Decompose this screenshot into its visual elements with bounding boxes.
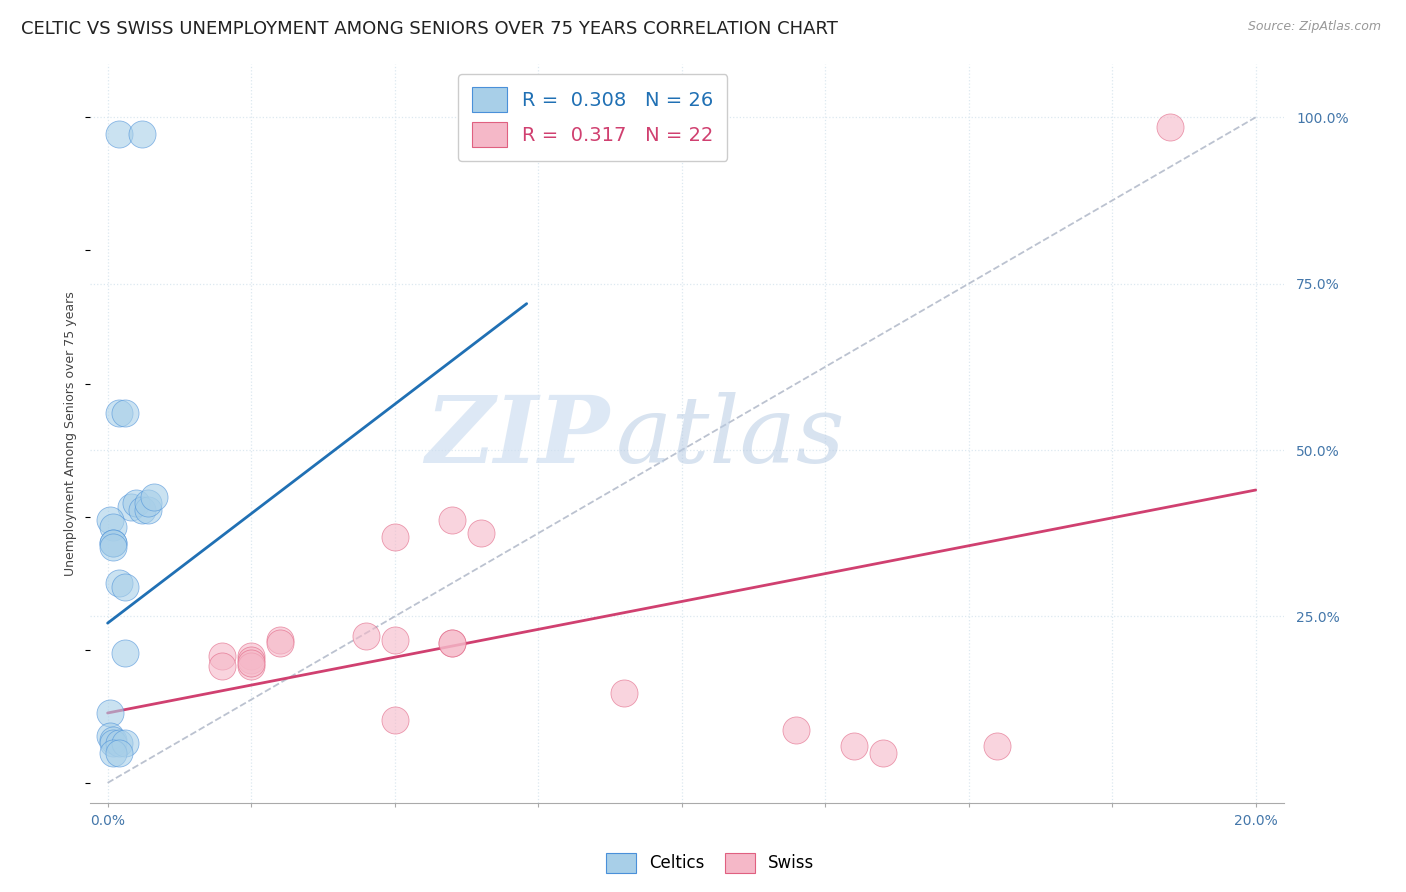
Point xyxy=(136,496,159,510)
Point xyxy=(114,646,136,660)
Point xyxy=(108,127,131,141)
Point xyxy=(108,736,131,750)
Point xyxy=(131,503,153,517)
Point xyxy=(114,407,136,421)
Point xyxy=(114,580,136,594)
Point xyxy=(240,659,263,673)
Point xyxy=(103,540,125,554)
Point xyxy=(131,127,153,141)
Point xyxy=(108,746,131,760)
Y-axis label: Unemployment Among Seniors over 75 years: Unemployment Among Seniors over 75 years xyxy=(65,291,77,576)
Point xyxy=(872,746,894,760)
Point xyxy=(211,649,233,664)
Point xyxy=(120,500,142,514)
Point xyxy=(354,629,377,643)
Point xyxy=(103,536,125,550)
Point xyxy=(103,519,125,533)
Point xyxy=(441,636,464,650)
Legend: Celtics, Swiss: Celtics, Swiss xyxy=(599,847,821,880)
Legend: R =  0.308   N = 26, R =  0.317   N = 22: R = 0.308 N = 26, R = 0.317 N = 22 xyxy=(458,74,727,161)
Point xyxy=(103,746,125,760)
Point xyxy=(125,496,148,510)
Point xyxy=(211,659,233,673)
Text: Source: ZipAtlas.com: Source: ZipAtlas.com xyxy=(1247,20,1381,33)
Point xyxy=(470,526,492,541)
Text: CELTIC VS SWISS UNEMPLOYMENT AMONG SENIORS OVER 75 YEARS CORRELATION CHART: CELTIC VS SWISS UNEMPLOYMENT AMONG SENIO… xyxy=(21,20,838,37)
Point xyxy=(100,706,122,720)
Point xyxy=(441,513,464,527)
Text: ZIP: ZIP xyxy=(426,392,610,483)
Text: atlas: atlas xyxy=(616,392,845,483)
Point xyxy=(1159,120,1181,135)
Point xyxy=(142,490,165,504)
Point xyxy=(136,503,159,517)
Point xyxy=(103,736,125,750)
Point xyxy=(240,649,263,664)
Point xyxy=(384,530,406,544)
Point xyxy=(100,729,122,743)
Point xyxy=(100,513,122,527)
Point xyxy=(842,739,865,754)
Point xyxy=(103,732,125,747)
Point xyxy=(269,636,291,650)
Point xyxy=(103,536,125,550)
Point xyxy=(986,739,1008,754)
Point xyxy=(785,723,807,737)
Point xyxy=(384,632,406,647)
Point xyxy=(108,407,131,421)
Point xyxy=(269,632,291,647)
Point xyxy=(240,656,263,670)
Point xyxy=(384,713,406,727)
Point xyxy=(240,653,263,667)
Point xyxy=(613,686,636,700)
Point xyxy=(114,736,136,750)
Point xyxy=(441,636,464,650)
Point xyxy=(108,576,131,591)
